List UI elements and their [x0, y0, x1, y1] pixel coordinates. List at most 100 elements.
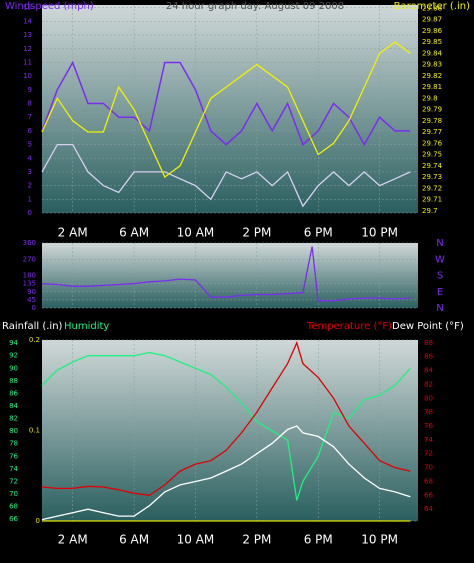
y-tick-label: 180 — [23, 272, 36, 280]
y-tick-label: 0 — [28, 209, 32, 217]
y-tick-label: 135 — [23, 280, 36, 288]
y3-tick-label: 72 — [9, 477, 18, 485]
x-tick-label: 10 AM — [177, 226, 215, 240]
y-tick-label: 0 — [32, 304, 36, 312]
y-tick-label: 270 — [23, 255, 36, 263]
rain-legend: Rainfall (.in) — [2, 321, 63, 332]
humidity-legend: Humidity — [64, 321, 109, 332]
y3-tick-label: 78 — [9, 440, 18, 448]
x-tick-label: 2 AM — [58, 533, 88, 547]
y2-tick-label: 74 — [424, 436, 433, 444]
y-tick-label: 14 — [23, 17, 32, 25]
y-tick-label: 0 — [36, 517, 40, 525]
temperature-legend: Temperature (°F) — [306, 321, 392, 332]
y2-tick-label: N — [436, 303, 443, 314]
series-line — [41, 60, 411, 147]
y-tick-label: 13 — [23, 31, 32, 39]
x-tick-label: 6 AM — [119, 533, 149, 547]
y2-tick-label: 29.86 — [422, 27, 443, 35]
x-tick-label: 2 PM — [242, 226, 271, 240]
y2-tick-label: 29.77 — [422, 128, 442, 136]
y-tick-label: 7 — [28, 113, 32, 121]
y-tick-label: 12 — [23, 45, 32, 53]
dewpoint-legend: Dew Point (°F) — [392, 321, 464, 332]
y2-tick-label: 29.79 — [422, 106, 442, 114]
series-line — [41, 340, 411, 496]
plot-area — [42, 5, 418, 213]
y2-tick-label: 29.84 — [422, 49, 443, 57]
y2-tick-label: 29.81 — [422, 83, 442, 91]
wind-legend: Windspeed (mph) — [5, 1, 94, 12]
y2-tick-label: 29.7 — [422, 207, 438, 215]
y-tick-label: 0.2 — [29, 336, 40, 344]
y2-tick-label: E — [437, 287, 443, 298]
y-tick-label: 3 — [28, 168, 32, 176]
y3-tick-label: 86 — [9, 389, 18, 397]
y2-tick-label: W — [435, 254, 445, 265]
y2-tick-label: 29.78 — [422, 117, 442, 125]
series-line — [41, 246, 411, 302]
y2-tick-label: 86 — [424, 353, 433, 361]
y3-tick-label: 74 — [9, 465, 18, 473]
y-tick-label: 6 — [28, 127, 33, 135]
y2-tick-label: 29.71 — [422, 196, 442, 204]
y-tick-label: 15 — [23, 4, 32, 12]
y-tick-label: 10 — [23, 72, 32, 80]
y-tick-label: 0.1 — [29, 427, 40, 435]
y2-tick-label: 70 — [424, 464, 433, 472]
y-tick-label: 9 — [28, 86, 32, 94]
y2-tick-label: 80 — [424, 394, 433, 402]
y2-tick-label: 82 — [424, 380, 433, 388]
x-tick-label: 6 PM — [304, 226, 333, 240]
y3-tick-label: 70 — [9, 490, 18, 498]
y-tick-label: 1 — [28, 195, 32, 203]
x-tick-label: 10 PM — [361, 533, 398, 547]
y3-tick-label: 80 — [9, 427, 18, 435]
y3-tick-label: 68 — [9, 503, 18, 511]
y2-tick-label: 29.72 — [422, 184, 442, 192]
y2-tick-label: 66 — [424, 491, 433, 499]
x-tick-label: 10 AM — [177, 533, 215, 547]
x-tick-label: 2 AM — [58, 226, 88, 240]
y2-tick-label: 88 — [424, 339, 433, 347]
y2-tick-label: 29.76 — [422, 139, 443, 147]
y2-tick-label: 64 — [424, 505, 433, 513]
series-line — [41, 143, 411, 208]
y2-tick-label: N — [436, 238, 443, 249]
y3-tick-label: 84 — [9, 402, 18, 410]
y3-tick-label: 66 — [9, 515, 18, 523]
x-tick-label: 2 PM — [242, 533, 271, 547]
y-tick-label: 360 — [23, 239, 36, 247]
y-tick-label: 5 — [28, 141, 32, 149]
y-tick-label: 4 — [28, 154, 33, 162]
y2-tick-label: 29.88 — [422, 4, 442, 12]
y3-tick-label: 94 — [9, 339, 18, 347]
y3-tick-label: 92 — [9, 352, 18, 360]
y2-tick-label: 29.74 — [422, 162, 443, 170]
x-tick-label: 6 AM — [119, 226, 149, 240]
y-tick-label: 90 — [27, 288, 36, 296]
y2-tick-label: 78 — [424, 408, 433, 416]
y2-tick-label: 29.83 — [422, 61, 442, 69]
y3-tick-label: 90 — [9, 364, 18, 372]
y2-tick-label: 29.73 — [422, 173, 442, 181]
y2-tick-label: 29.8 — [422, 94, 438, 102]
y3-tick-label: 76 — [9, 452, 18, 460]
x-tick-label: 6 PM — [304, 533, 333, 547]
y2-tick-label: 68 — [424, 477, 433, 485]
x-tick-label: 10 PM — [361, 226, 398, 240]
y2-tick-label: 76 — [424, 422, 433, 430]
y-tick-label: 45 — [27, 296, 36, 304]
y2-tick-label: 29.75 — [422, 151, 442, 159]
y2-tick-label: 29.82 — [422, 72, 442, 80]
y2-tick-label: 29.85 — [422, 38, 442, 46]
y-tick-label: 8 — [28, 100, 32, 108]
chart-title: 24 hour graph day: August 09 2008 — [166, 1, 344, 12]
series-line — [41, 351, 411, 501]
y2-tick-label: S — [437, 271, 443, 282]
y-tick-label: 11 — [23, 58, 32, 66]
series-line — [41, 41, 411, 178]
y3-tick-label: 88 — [9, 377, 18, 385]
y2-tick-label: 72 — [424, 450, 433, 458]
